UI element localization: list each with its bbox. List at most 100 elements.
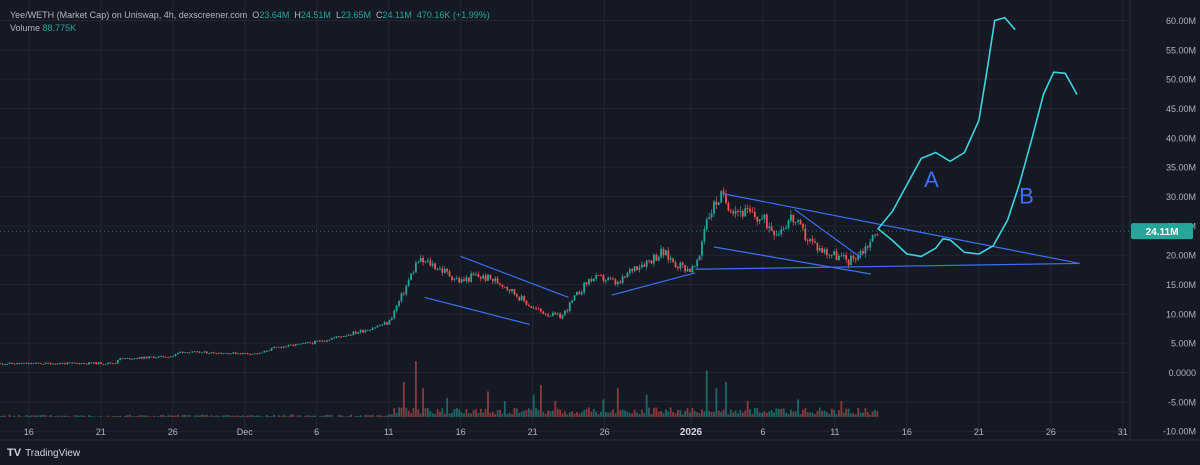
volume-bar <box>56 415 59 417</box>
candle-body <box>684 264 687 272</box>
candle-body <box>441 268 444 273</box>
candle-body <box>696 260 699 267</box>
volume-bar <box>162 414 165 417</box>
volume-bar <box>477 412 480 417</box>
candle-body <box>515 294 518 297</box>
volume-bar <box>857 407 860 417</box>
volume-bar <box>455 407 458 417</box>
candle-body <box>734 210 737 214</box>
y-tick-label: -5.00M <box>1168 397 1196 407</box>
volume-bar <box>862 412 864 417</box>
volume-bar <box>761 412 763 417</box>
volume-bar <box>523 410 525 417</box>
candle-body <box>561 314 564 319</box>
volume-bar <box>143 415 146 417</box>
candle-body <box>506 286 509 290</box>
volume-bar <box>814 414 816 417</box>
candle-body <box>167 357 170 358</box>
candle-body <box>667 250 670 260</box>
volume-bar <box>189 415 191 417</box>
volume-bar <box>508 412 511 417</box>
candle-body <box>537 308 540 310</box>
volume-bar <box>869 414 872 417</box>
candle-body <box>193 351 196 353</box>
candle-body <box>862 251 864 254</box>
candle-body <box>571 300 574 303</box>
candle-body <box>23 362 25 364</box>
candle-body <box>253 353 256 355</box>
volume-bar <box>431 413 434 417</box>
candle-body <box>578 291 581 295</box>
candle-body <box>857 255 860 260</box>
volume-bar <box>244 416 247 417</box>
candle-body <box>847 259 850 266</box>
volume-bar <box>518 412 521 417</box>
volume-bar <box>511 414 513 417</box>
candle-body <box>419 257 422 263</box>
candle-body <box>1 363 4 365</box>
volume-bar <box>487 391 489 417</box>
volume-bar <box>446 397 449 417</box>
x-tick-label: 2026 <box>680 427 703 438</box>
candle-body <box>244 352 247 354</box>
volume-bar <box>866 412 869 417</box>
candle-body <box>429 260 432 266</box>
candle-body <box>124 358 126 360</box>
volume-bar <box>232 415 235 417</box>
candle-body <box>104 363 107 365</box>
candle-body <box>585 282 588 285</box>
candle-body <box>25 362 28 364</box>
candle-body <box>186 352 189 354</box>
candle-body <box>835 251 838 260</box>
volume-bar <box>609 411 612 417</box>
volume-bar <box>821 410 824 417</box>
time-axis[interactable]: 16 21 26 Dec 6 11 16 21 26 2026 6 11 16 21 26 31 <box>24 427 1128 438</box>
candle-body <box>496 278 499 284</box>
volume-bar <box>201 414 203 417</box>
candle-body <box>143 356 146 359</box>
volume-bar <box>756 407 759 417</box>
volume-bar <box>489 413 492 417</box>
candle-body <box>318 340 321 342</box>
candle-body <box>811 239 814 242</box>
candle-body <box>227 353 230 355</box>
volume-bar <box>1 415 4 417</box>
candle-body <box>354 331 357 334</box>
candle-body <box>448 271 451 277</box>
candle-body <box>3 364 6 366</box>
volume-bar <box>689 412 691 417</box>
volume-bar <box>203 414 206 417</box>
candle-body <box>463 279 465 281</box>
candle-body <box>797 220 800 222</box>
volume-bar <box>59 416 61 417</box>
candle-body <box>638 267 641 270</box>
candle-body <box>655 254 658 261</box>
candle-body <box>859 251 862 256</box>
candle-body <box>614 279 617 285</box>
tradingview-branding[interactable]: TV TradingView <box>7 447 80 459</box>
volume-bar <box>811 412 814 417</box>
volume-bar <box>412 407 415 417</box>
candle-body <box>710 213 713 218</box>
volume-bar <box>328 414 331 417</box>
candle-body <box>482 275 485 279</box>
legend-title: Yee/WETH (Market Cap) on Uniswap, 4h, de… <box>10 10 248 20</box>
candle-body <box>802 224 804 229</box>
candle-body <box>465 277 468 281</box>
candle-body <box>184 352 187 354</box>
volume-bar <box>78 415 81 417</box>
volume-bar <box>628 413 631 417</box>
candle-body <box>78 363 81 365</box>
last-price-tag: 24.11M <box>0 223 1193 240</box>
volume-bar <box>436 409 439 417</box>
volume-bar <box>763 411 766 417</box>
trendline <box>611 272 696 296</box>
candle-body <box>189 352 191 354</box>
candle-body <box>321 340 324 342</box>
volume-bar <box>470 413 473 417</box>
candle-body <box>708 217 711 220</box>
candle-body <box>600 275 602 276</box>
candle-body <box>107 362 110 364</box>
x-tick-label: 6 <box>314 427 319 437</box>
